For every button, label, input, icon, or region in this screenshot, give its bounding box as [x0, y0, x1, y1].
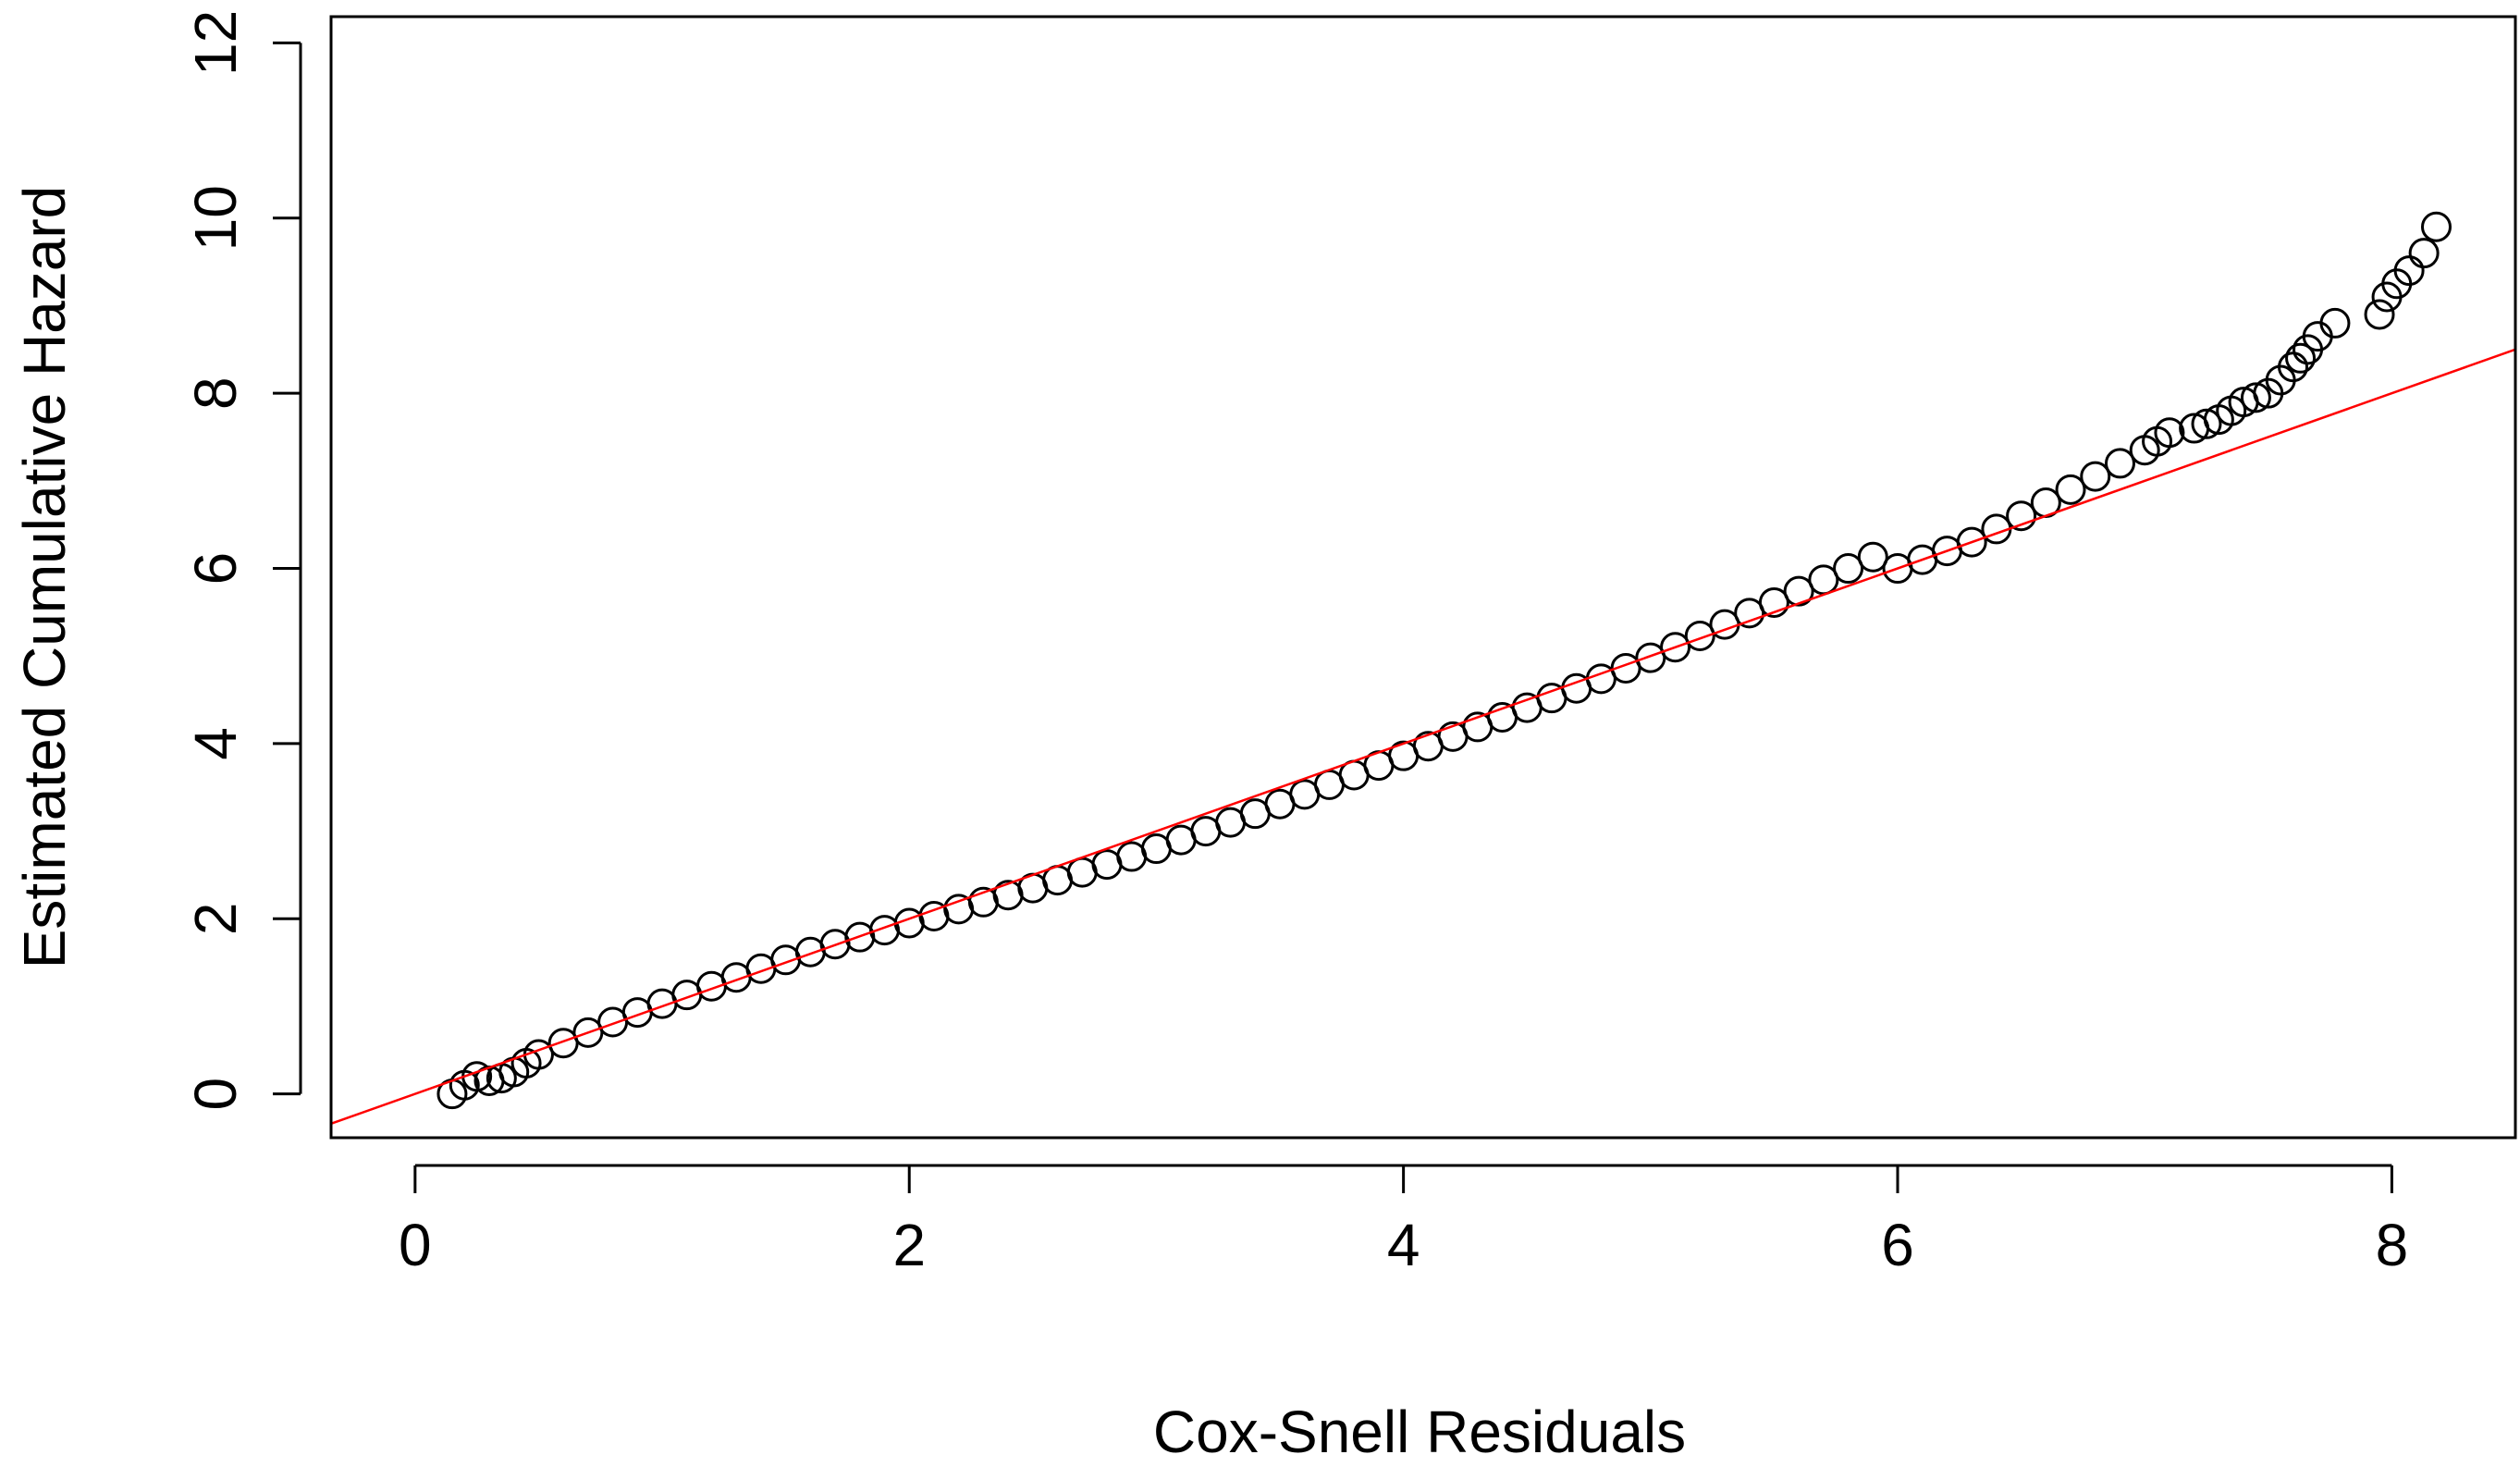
data-point — [2240, 382, 2271, 413]
y-tick-label: 10 — [182, 185, 249, 251]
data-point — [2319, 307, 2351, 339]
y-axis: 0 2 4 6 8 10 12 — [182, 10, 302, 1111]
y-tick-label: 8 — [182, 376, 249, 410]
x-tick-label: 0 — [399, 1212, 432, 1278]
data-point — [1660, 632, 1691, 663]
x-tick-label: 2 — [892, 1212, 926, 1278]
y-axis-label: Estimated Cumulative Hazard — [11, 186, 78, 969]
plot-frame — [329, 15, 2517, 1140]
data-point — [2080, 461, 2111, 492]
y-tick-label: 2 — [182, 902, 249, 935]
x-tick-label: 4 — [1387, 1212, 1420, 1278]
data-point — [1758, 586, 1789, 618]
data-point — [2154, 417, 2185, 449]
x-tick-label: 8 — [2376, 1212, 2409, 1278]
data-point — [2393, 255, 2425, 287]
data-point — [1956, 526, 1987, 558]
data-point — [1857, 541, 1888, 573]
x-tick-label: 6 — [1881, 1212, 1914, 1278]
data-point — [2055, 474, 2086, 505]
y-tick-label: 4 — [182, 727, 249, 760]
data-point — [1783, 575, 1814, 607]
y-tick-label: 0 — [182, 1078, 249, 1111]
data-point — [2420, 211, 2452, 242]
data-point — [2408, 238, 2440, 269]
data-point — [2006, 500, 2037, 532]
data-point — [2364, 299, 2395, 330]
data-points — [436, 211, 2452, 1110]
x-axis: 0 2 4 6 8 — [399, 1164, 2409, 1278]
reference-line — [330, 348, 2516, 1126]
data-point — [2191, 408, 2222, 439]
data-point — [1833, 553, 1864, 585]
y-tick-label: 6 — [182, 552, 249, 586]
data-point — [2278, 351, 2309, 383]
x-axis-label: Cox-Snell Residuals — [1153, 1399, 1686, 1465]
y-tick-label: 12 — [182, 10, 249, 76]
data-point — [2104, 448, 2135, 479]
data-point — [2285, 342, 2317, 374]
data-point — [1684, 620, 1715, 651]
reference-line-layer — [330, 348, 2516, 1126]
